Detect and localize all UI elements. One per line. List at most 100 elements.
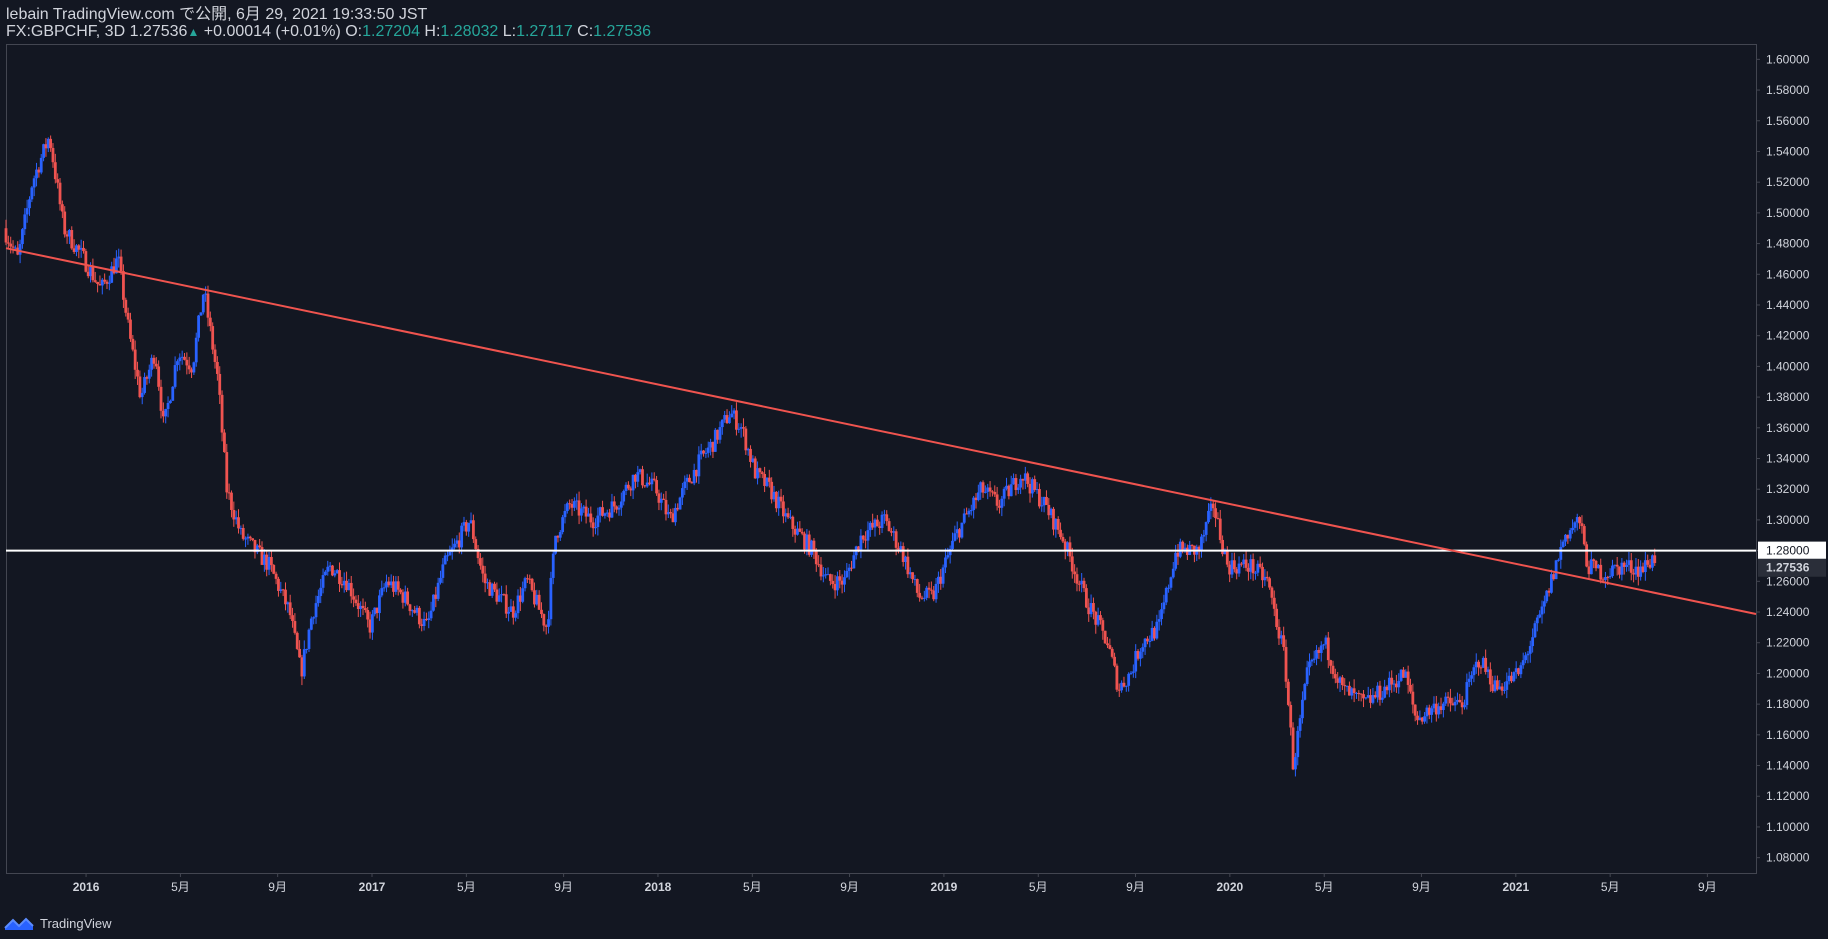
candle-body [868,522,872,531]
candle-body [436,582,440,599]
candle-body [638,469,642,473]
candle-body [1580,523,1584,527]
candle-body [1340,677,1344,686]
candle-body [218,373,222,395]
candle-body [347,582,351,591]
candle-body [1294,757,1297,770]
candle-body [86,271,90,277]
time-tick-label: 2016 [73,880,100,894]
candle-body [890,531,893,533]
candle-body [60,204,64,212]
candle-body [549,577,553,620]
candle-body [1573,522,1577,528]
time-tick-label: 9月 [1412,880,1431,894]
candle-body [159,386,163,411]
candle-body [1033,479,1037,491]
time-tick-label: 2019 [931,880,958,894]
candle-body [798,528,802,532]
candle-body [1402,669,1405,678]
time-tick-label: 9月 [840,880,859,894]
candle-body [1394,683,1398,688]
candle-body [1218,518,1222,540]
candle-body [1601,579,1605,581]
candle-body [255,545,259,553]
candle-body [925,587,929,598]
candle-body [1460,702,1464,708]
candle-body [1587,566,1591,575]
candle-body [150,357,154,370]
publish-info: lebain TradingView.com で公開, 6月 29, 2021 … [6,6,428,23]
candle-body [1197,546,1201,551]
candle-body [415,607,419,613]
price-tick-label: 1.18000 [1766,697,1810,711]
candle-body [554,535,557,554]
candle-body [732,410,736,414]
time-tick-label: 9月 [1698,880,1717,894]
candle-body [1369,695,1372,703]
candle-body [281,589,285,591]
candle-body [25,208,29,215]
candle-body [1538,614,1542,618]
candle-body [645,482,649,487]
candle-body [979,482,983,493]
candle-body [528,578,532,580]
candle-body [1251,559,1255,574]
candle-body [1639,566,1643,577]
candle-body [1477,661,1481,668]
candle-body [481,565,485,574]
candle-body [1491,684,1495,692]
candle-body [906,556,910,575]
candle-body [342,580,346,586]
candle-body [983,491,987,493]
candle-body [406,591,410,605]
candle-body [1167,587,1170,589]
candle-body [1176,552,1180,557]
candle-body [443,555,447,565]
candle-body [161,410,165,417]
candle-body [1383,686,1387,698]
price-labels: 1.28000 1.27536 [1758,541,1826,577]
low-value: 1.27117 [516,23,573,40]
price-tick-label: 1.14000 [1766,759,1810,773]
trendline[interactable] [5,247,1757,615]
candle-body [993,491,997,495]
symbol-label[interactable]: FX:GBPCHF, 3D [6,23,126,40]
candle-body [4,228,8,243]
candle-body [354,599,358,604]
candle-body [1441,703,1445,710]
candle-body [1298,718,1302,731]
candle-body [295,632,299,649]
descending-trendline[interactable] [5,247,1757,615]
candle-body [1425,707,1429,717]
candle-body [777,496,781,509]
candle-body [1589,559,1593,575]
price-tick-label: 1.36000 [1766,421,1810,435]
candle-body [65,234,69,237]
candle-body [1540,606,1544,615]
candle-body [603,513,607,516]
candle-body [976,492,980,501]
candle-body [591,522,595,529]
candle-body [565,503,569,511]
candle-body [1087,607,1091,615]
candle-body [1357,692,1361,694]
candle-body [1472,667,1476,676]
candle-body [173,365,177,387]
candle-body [1629,560,1633,573]
price-axis[interactable]: 1.60000 1.58000 1.56000 1.54000 1.52000 1.500… [1756,52,1810,865]
candle-body [1498,686,1502,690]
candle-body [361,605,365,609]
candle-body [767,477,771,482]
candle-body [260,547,264,565]
candle-body [946,555,950,558]
candle-body [1084,588,1088,608]
candle-body [169,400,172,403]
candle-body [622,491,626,502]
time-axis[interactable]: 2016 5月 9月 2017 5月 9月 2018 5月 9月 2019 5月 9月 2020 5月 9月… [73,873,1717,894]
candle-body [1000,498,1004,508]
footer-brand[interactable]: TradingView [4,916,112,931]
candle-body [1571,527,1574,531]
candle-body [1338,677,1342,683]
candle-body [403,591,407,603]
